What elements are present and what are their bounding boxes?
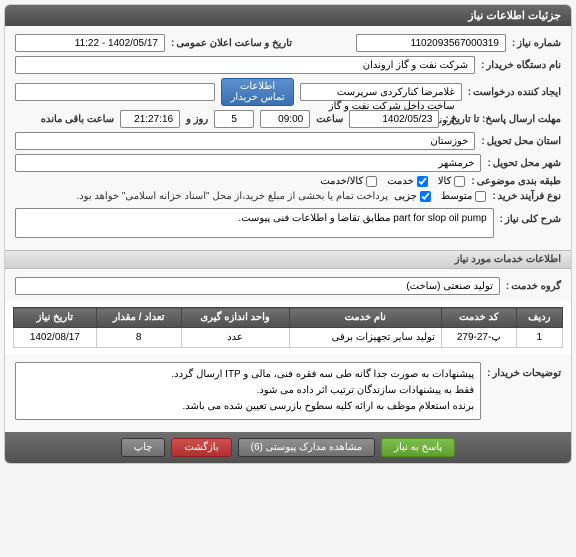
th-unit: واحد اندازه گیری bbox=[181, 308, 289, 328]
buyer-note-1: پیشنهادات به صورت جدا گانه طی سه فقره فن… bbox=[22, 367, 474, 383]
class-options: کالا خدمت کالا/خدمت bbox=[320, 176, 465, 187]
deadline-time-field: 09:00 bbox=[260, 110, 310, 128]
province-field: خوزستان bbox=[15, 132, 475, 150]
chk-khedmat[interactable] bbox=[417, 176, 428, 187]
th-name: نام خدمت bbox=[289, 308, 441, 328]
panel-title: جزئیات اطلاعات نیاز bbox=[5, 5, 571, 26]
back-button[interactable]: بازگشت bbox=[171, 438, 231, 457]
th-code: کد خدمت bbox=[441, 308, 516, 328]
need-no-field: 1102093567000319 bbox=[356, 34, 506, 52]
services-table: ردیف کد خدمت نام خدمت واحد اندازه گیری ت… bbox=[13, 307, 563, 348]
deadline-date-field: 1402/05/23 bbox=[349, 110, 439, 128]
time-label-1: ساعت bbox=[316, 114, 343, 125]
contact-extra-field bbox=[15, 83, 215, 101]
process-options: متوسط جزیی bbox=[394, 191, 486, 202]
process-note: پرداخت تمام یا بخشی از مبلغ خرید،از محل … bbox=[76, 191, 388, 202]
remain-field: 21:27:16 bbox=[120, 110, 180, 128]
days-label: روز و bbox=[186, 114, 208, 125]
buyer-notes-box: پیشنهادات به صورت جدا گانه طی سه فقره فن… bbox=[15, 362, 481, 420]
form-area: شماره نیاز 1102093567000319 تاریخ و ساعت… bbox=[5, 26, 571, 250]
td-code: پ-27-279 bbox=[441, 328, 516, 348]
td-qty: 8 bbox=[96, 328, 181, 348]
process-label: نوع فرآیند خرید bbox=[492, 191, 561, 202]
th-row: ردیف bbox=[516, 308, 562, 328]
buyer-field: شرکت نفت و گاز اروندان bbox=[15, 56, 475, 74]
td-name: تولید سایر تجهیزات برقی‏ bbox=[289, 328, 441, 348]
group-label: گروه خدمت bbox=[506, 281, 561, 292]
td-date: 1402/08/17 bbox=[14, 328, 97, 348]
remain-label: ساعت باقی مانده bbox=[41, 114, 114, 125]
group-field: تولید صنعتی (ساخت) bbox=[15, 277, 500, 295]
buyer-label: نام دستگاه خریدار bbox=[481, 60, 561, 71]
print-button[interactable]: چاپ bbox=[121, 438, 166, 457]
footer-bar: پاسخ به نیاز مشاهده مدارک پیوستی (6) باز… bbox=[5, 432, 571, 463]
days-field: 5 bbox=[214, 110, 254, 128]
table-row: 1 پ-27-279 تولید سایر تجهیزات برقی‏ عدد … bbox=[14, 328, 563, 348]
chk-kalakhedmat[interactable] bbox=[366, 176, 377, 187]
section-services-header: اطلاعات خدمات مورد نیاز bbox=[5, 250, 571, 269]
opt-jozi[interactable]: جزیی bbox=[394, 191, 431, 202]
province-label: استان محل تحویل bbox=[481, 136, 561, 147]
chk-jozi[interactable] bbox=[420, 191, 431, 202]
td-row: 1 bbox=[516, 328, 562, 348]
desc-box: part for slop oil pump مطابق تقاضا و اطل… bbox=[15, 208, 494, 238]
td-unit: عدد bbox=[181, 328, 289, 348]
opt-khedmat[interactable]: خدمت bbox=[387, 176, 428, 187]
buyer-note-3: برنده استعلام موظف به ارائه کلیه سطوح با… bbox=[22, 399, 474, 415]
announce-label: تاریخ و ساعت اعلان عمومی bbox=[171, 38, 292, 49]
chk-kala[interactable] bbox=[454, 176, 465, 187]
creator-field: غلامرضا کنارکردی سرپرست ساخت داخل شرکت ن… bbox=[300, 83, 462, 101]
opt-kala[interactable]: کالا bbox=[438, 176, 466, 187]
reply-button[interactable]: پاسخ به نیاز bbox=[381, 438, 455, 457]
th-qty: تعداد / مقدار bbox=[96, 308, 181, 328]
attachments-button[interactable]: مشاهده مدارک پیوستی (6) bbox=[238, 438, 376, 457]
class-label: طبقه بندی موضوعی bbox=[471, 176, 561, 187]
details-panel: جزئیات اطلاعات نیاز شماره نیاز 110209356… bbox=[4, 4, 572, 464]
opt-kalakhedmat[interactable]: کالا/خدمت bbox=[320, 176, 377, 187]
contact-button[interactable]: اطلاعات تماس خریدار bbox=[221, 78, 294, 106]
buyer-note-2: فقط به پیشنهادات سازندگان ترتیب اثر داده… bbox=[22, 383, 474, 399]
deadline-label: مهلت ارسال پاسخ: تا تاریخ bbox=[445, 114, 561, 125]
creator-label: ایجاد کننده درخواست bbox=[468, 87, 561, 98]
table-header-row: ردیف کد خدمت نام خدمت واحد اندازه گیری ت… bbox=[14, 308, 563, 328]
announce-field: 1402/05/17 - 11:22 bbox=[15, 34, 165, 52]
th-date: تاریخ نیاز bbox=[14, 308, 97, 328]
chk-motavasset[interactable] bbox=[475, 191, 486, 202]
desc-label: شرح کلی نیاز bbox=[500, 208, 561, 225]
city-field: خرمشهر bbox=[15, 154, 481, 172]
city-label: شهر محل تحویل bbox=[487, 158, 561, 169]
need-no-label: شماره نیاز bbox=[512, 38, 561, 49]
opt-motavasset[interactable]: متوسط bbox=[441, 191, 486, 202]
buyer-notes-label: توضیحات خریدار bbox=[487, 362, 561, 379]
